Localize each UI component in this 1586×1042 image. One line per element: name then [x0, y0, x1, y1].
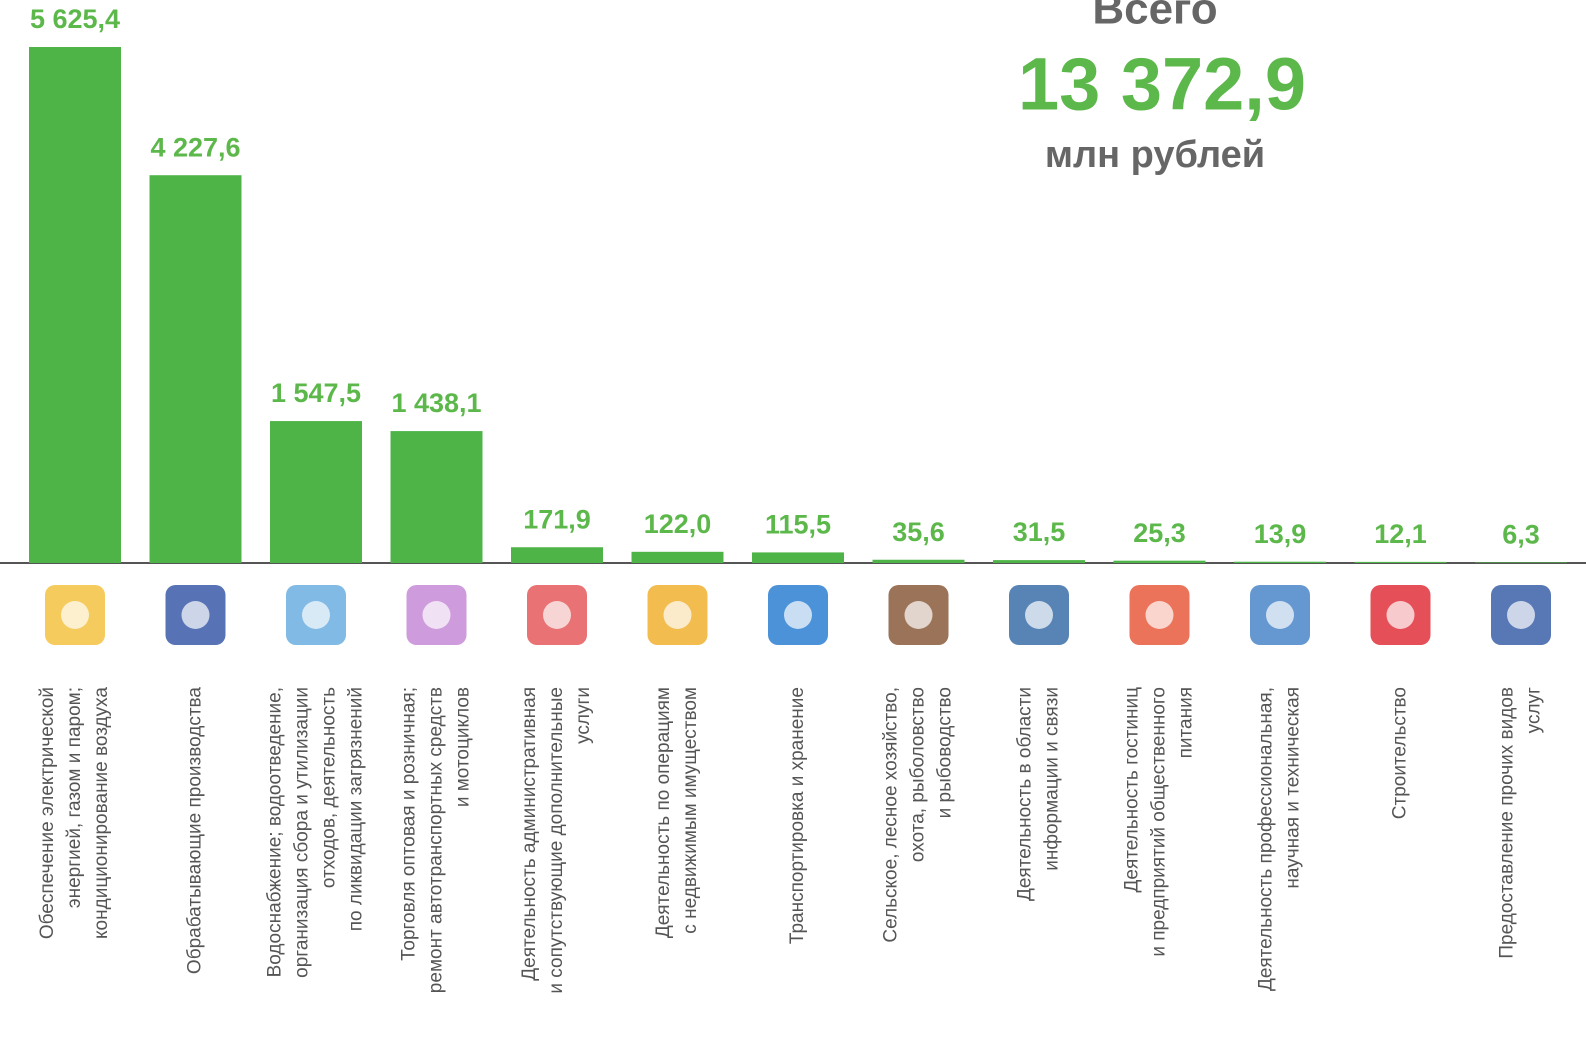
- icon-detail: [1386, 601, 1415, 629]
- icon-detail: [784, 601, 812, 629]
- category-label: Торговля оптовая и розничная;: [399, 687, 420, 961]
- bar: [1354, 561, 1447, 563]
- value-label: 5 625,4: [30, 4, 120, 34]
- category-label: Строительство: [1390, 687, 1411, 819]
- icon-detail: [181, 601, 210, 629]
- category-label: Деятельность гостиниц: [1122, 687, 1143, 893]
- category-label: и мотоциклов: [453, 687, 474, 807]
- bar: [270, 421, 362, 563]
- category-label: Транспортировка и хранение: [787, 687, 808, 944]
- category-label: Деятельность по операциям: [653, 687, 674, 938]
- value-label: 4 227,6: [150, 132, 240, 162]
- icon-detail: [1266, 601, 1294, 629]
- category-label: с недвижимым имуществом: [680, 687, 701, 934]
- value-label: 1 438,1: [391, 388, 481, 418]
- icon-detail: [422, 601, 451, 629]
- icon-detail: [663, 601, 692, 629]
- category-label: ремонт автотранспортных средств: [426, 687, 447, 993]
- bar: [1234, 561, 1326, 563]
- icon-detail: [543, 601, 571, 629]
- category-label: охота, рыболовство: [908, 687, 929, 862]
- bar: [1113, 560, 1206, 563]
- bar: [511, 547, 603, 563]
- category-label: информации и связи: [1042, 687, 1063, 871]
- category-label: Деятельность административная: [519, 687, 540, 981]
- category-label: услуги: [573, 687, 594, 744]
- bar: [993, 560, 1085, 563]
- total-unit: млн рублей: [1045, 134, 1265, 176]
- category-label: и сопутствующие дополнительные: [546, 687, 567, 994]
- icon-detail: [61, 601, 89, 629]
- icon-detail: [1507, 601, 1535, 629]
- bar: [390, 431, 483, 563]
- icon-detail: [904, 601, 933, 629]
- total-caption: Всего: [1092, 0, 1217, 34]
- value-label: 6,3: [1502, 520, 1540, 550]
- value-label: 13,9: [1254, 519, 1307, 549]
- category-label: научная и техническая: [1283, 687, 1304, 889]
- bar: [752, 552, 844, 563]
- category-label: Обрабатывающие производства: [185, 687, 206, 974]
- value-label: 35,6: [892, 517, 945, 547]
- bar: [1475, 562, 1567, 563]
- icon-detail: [1025, 601, 1053, 629]
- total-value: 13 372,9: [1018, 43, 1306, 126]
- category-label: Обеспечение электрической: [37, 687, 58, 939]
- value-label: 171,9: [523, 504, 591, 534]
- category-label: организация сбора и утилизации: [292, 687, 313, 978]
- value-label: 12,1: [1374, 519, 1427, 549]
- category-label: энергией, газом и паром;: [64, 687, 85, 908]
- value-label: 31,5: [1013, 517, 1066, 547]
- category-label: и рыбоводство: [935, 687, 956, 818]
- category-label: Сельское, лесное хозяйство,: [881, 687, 902, 943]
- category-label: Деятельность в области: [1015, 687, 1036, 901]
- category-label: по ликвидации загрязнений: [346, 687, 367, 931]
- category-label: отходов, деятельность: [319, 687, 340, 888]
- bar: [29, 47, 121, 563]
- category-label: и предприятий общественного: [1149, 687, 1170, 957]
- category-label: Деятельность профессиональная,: [1256, 687, 1277, 991]
- bar: [631, 551, 724, 563]
- value-label: 122,0: [644, 509, 712, 539]
- value-label: 115,5: [765, 510, 831, 540]
- category-label: питания: [1176, 687, 1197, 758]
- category-label: Водоснабжение; водоотведение,: [265, 687, 286, 977]
- value-label: 25,3: [1133, 518, 1186, 548]
- bar: [149, 175, 242, 563]
- bar: [872, 559, 965, 563]
- category-label: Предоставление прочих видов: [1497, 687, 1518, 959]
- category-label: услуг: [1524, 687, 1545, 733]
- icon-detail: [1145, 601, 1174, 629]
- category-label: кондиционирование воздуха: [91, 687, 112, 939]
- icon-detail: [302, 601, 330, 629]
- value-label: 1 547,5: [271, 378, 361, 408]
